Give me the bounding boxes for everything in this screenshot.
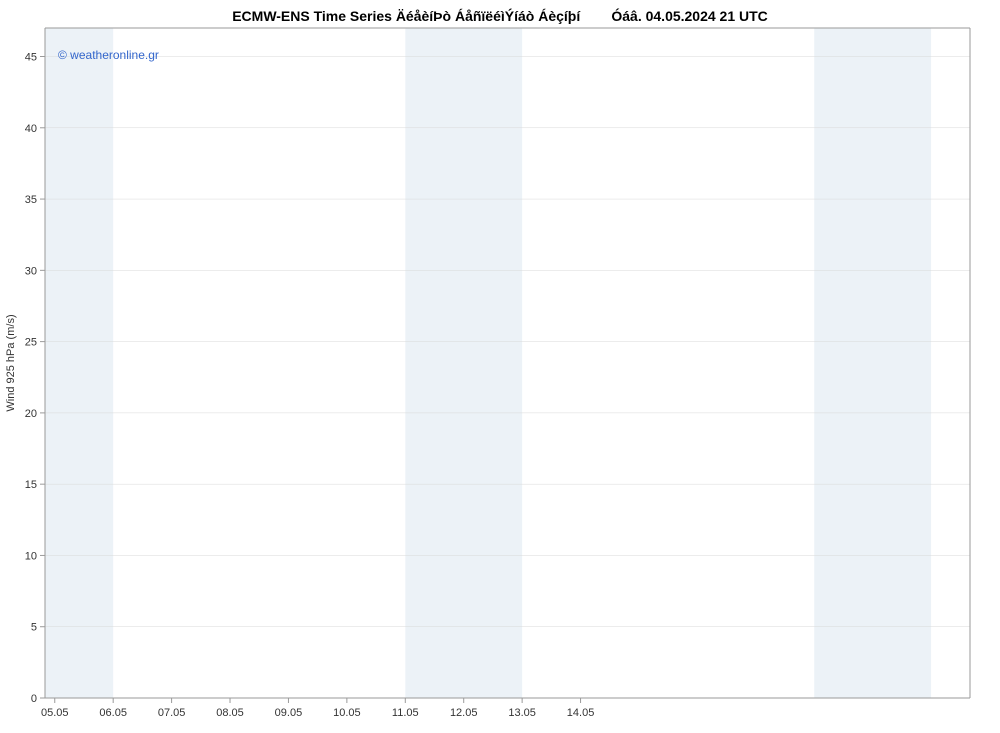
x-tick-label: 11.05 (392, 707, 419, 719)
x-tick-label: 06.05 (99, 707, 127, 719)
y-tick-label: 25 (25, 337, 37, 349)
chart-title: ECMW-ENS Time Series ÄéåèíÞò ÁåñïëéìÝíáò… (0, 8, 1000, 24)
x-tick-label: 05.05 (41, 707, 69, 719)
y-axis-label: Wind 925 hPa (m/s) (5, 314, 17, 411)
chart-title-left: ECMW-ENS Time Series ÄéåèíÞò ÁåñïëéìÝíáò… (232, 8, 580, 24)
y-tick-label: 0 (31, 693, 37, 705)
x-tick-label: 13.05 (508, 707, 536, 719)
weekend-band (814, 28, 931, 698)
x-tick-label: 14.05 (567, 707, 595, 719)
y-tick-label: 30 (25, 265, 37, 277)
weekend-band (405, 28, 522, 698)
y-tick-label: 45 (25, 52, 37, 64)
wind-925hpa-chart: 0 5 10 15 20 25 30 35 40 45 05.05 06.05 07.05 08.05 09… (0, 0, 1000, 733)
x-tick-label: 12.05 (450, 707, 478, 719)
y-tick-label: 15 (25, 479, 37, 491)
y-tick-label: 20 (25, 408, 37, 420)
y-tick-label: 35 (25, 194, 37, 206)
chart-container: 0 5 10 15 20 25 30 35 40 45 05.05 06.05 07.05 08.05 09… (0, 0, 1000, 733)
y-tick-label: 10 (25, 550, 37, 562)
y-tick-label: 5 (31, 622, 37, 634)
chart-title-right: Óáâ. 04.05.2024 21 UTC (611, 8, 767, 24)
x-tick-label: 09.05 (275, 707, 303, 719)
watermark-text: © weatheronline.gr (58, 48, 159, 62)
x-tick-label: 08.05 (216, 707, 244, 719)
x-tick-label: 10.05 (333, 707, 361, 719)
x-tick-label: 07.05 (158, 707, 186, 719)
weekend-band (45, 28, 113, 698)
y-tick-label: 40 (25, 123, 37, 135)
